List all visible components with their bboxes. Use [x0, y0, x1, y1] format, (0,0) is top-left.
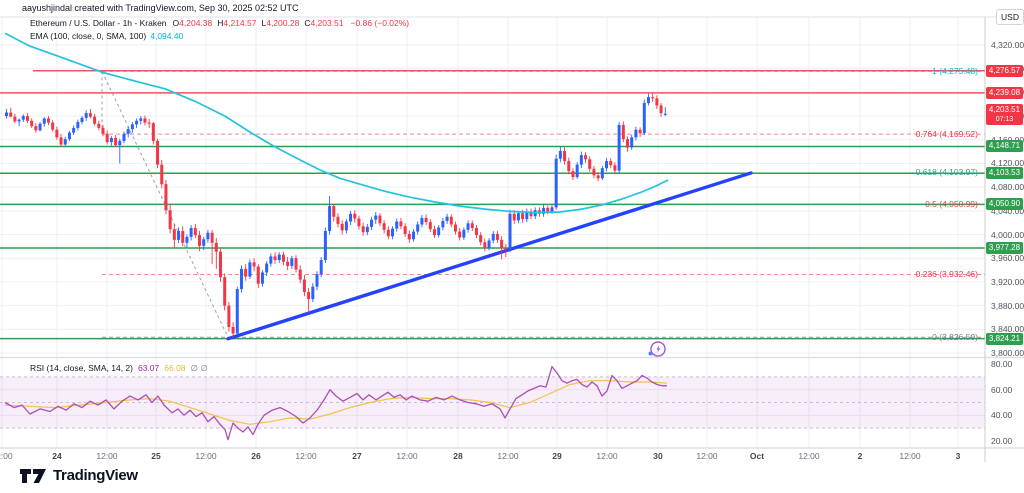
- ohlc-letter: H: [217, 18, 224, 28]
- ohlc-value: 4,214.57: [223, 18, 257, 28]
- time-axis-label[interactable]: 25: [151, 451, 161, 461]
- time-axis-label[interactable]: 12:00: [295, 451, 317, 461]
- price-axis-label: 4,080.00: [991, 182, 1024, 193]
- currency-toggle[interactable]: USD: [996, 9, 1024, 25]
- ohlc-value: 4,204.38: [179, 18, 213, 28]
- price-axis-label: 4,120.00: [991, 158, 1024, 169]
- time-axis-label[interactable]: 12:00: [0, 451, 13, 461]
- rsi-band: [0, 376, 985, 429]
- time-axis-label[interactable]: 29: [552, 451, 562, 461]
- badge-price: 3,824.21: [988, 333, 1021, 343]
- fib-level-label: 0.236 (3,932.46): [915, 269, 978, 280]
- time-axis-label[interactable]: 12:00: [696, 451, 718, 461]
- price-axis-label: 4,320.00: [991, 40, 1024, 50]
- time-axis-label[interactable]: 12:00: [596, 451, 618, 461]
- time-axis-label[interactable]: 12:00: [96, 451, 118, 461]
- ohlc-value: 4,200.28: [266, 18, 300, 28]
- symbol-legend[interactable]: Ethereum / U.S. Dollar - 1h - Kraken O4,2…: [30, 18, 409, 28]
- price-axis-label: 3,960.00: [991, 253, 1024, 264]
- chart-frame: [0, 16, 1024, 462]
- current-price-badge: 4,203.51 07:13: [986, 103, 1023, 125]
- price-axis-label: 3,840.00: [991, 324, 1024, 335]
- rsi-line: [4, 365, 667, 441]
- time-axis-label[interactable]: 24: [52, 451, 62, 461]
- time-axis-label[interactable]: 12:00: [899, 451, 921, 461]
- badge-price: 4,239.08: [988, 87, 1021, 97]
- rsi-empty-values: ∅ ∅: [190, 363, 208, 373]
- price-line-badge: 4,239.08: [986, 86, 1023, 99]
- ema-legend[interactable]: EMA (100, close, 0, SMA, 100) 4,094.40: [30, 31, 183, 41]
- time-axis-label[interactable]: 12:00: [195, 451, 217, 461]
- candles: [5, 92, 667, 338]
- ohlc-letter: L: [261, 18, 267, 28]
- time-axis-label[interactable]: 30: [653, 451, 663, 461]
- time-axis-label[interactable]: 12:00: [798, 451, 820, 461]
- tradingview-logo-text: TradingView: [53, 467, 138, 484]
- attribution-text: aayushjindal created with TradingView.co…: [22, 3, 299, 13]
- price-axis-label: 3,800.00: [991, 348, 1024, 358]
- price-axis-label: 4,000.00: [991, 229, 1024, 240]
- rsi-axis-label: 80.00: [991, 359, 1013, 369]
- ascending-trendline[interactable]: [226, 171, 753, 341]
- symbol-title: Ethereum / U.S. Dollar - 1h - Kraken: [30, 18, 167, 28]
- time-axis-label[interactable]: 26: [251, 451, 261, 461]
- time-axis-label[interactable]: Oct: [749, 451, 765, 461]
- time-axis-label[interactable]: 2: [857, 451, 863, 461]
- rsi-axis-label: 60.00: [991, 384, 1013, 395]
- fib-base-line: [101, 71, 229, 338]
- ema-100-line: [4, 32, 669, 214]
- fib-level-label: 1 (4,275.48): [932, 65, 978, 76]
- price-line-badge: 4,148.71: [986, 140, 1023, 153]
- price-line-badge: 4,050.90: [986, 198, 1023, 211]
- grid-lines: [0, 17, 985, 448]
- badge-price: 4,050.90: [988, 199, 1021, 209]
- bar-countdown: 07:13: [995, 115, 1014, 123]
- rsi-axis-label: 20.00: [991, 435, 1013, 446]
- price-axis-label: 4,160.00: [991, 135, 1024, 145]
- tradingview-logo[interactable]: TradingView: [20, 467, 138, 484]
- badge-price: 4,103.53: [988, 168, 1021, 178]
- price-axis-label: 3,880.00: [991, 300, 1024, 311]
- support-resistance-lines: [0, 69, 985, 340]
- fib-level-label: 0.764 (4,169.52): [915, 128, 978, 139]
- price-line-badge: 3,824.21: [986, 332, 1023, 345]
- fib-level-label: 0.5 (4,050.99): [925, 198, 978, 209]
- ohlc-value: 4,203.51: [310, 18, 344, 28]
- price-axis-label: 3,920.00: [991, 276, 1024, 287]
- fib-level-label: 0.618 (4,103.97): [915, 167, 978, 178]
- price-line-badge: 4,276.57: [986, 64, 1023, 77]
- rsi-label: RSI (14, close, SMA, 14, 2): [30, 363, 133, 373]
- price-line-badge: 4,103.53: [986, 167, 1023, 180]
- lightning-bolt-icon: [648, 341, 666, 357]
- rsi-sma-value: 66.08: [164, 363, 186, 373]
- time-axis-label[interactable]: 3: [955, 451, 961, 461]
- change-value: −0.86 (−0.02%): [350, 18, 410, 28]
- time-axis-label[interactable]: 12:00: [497, 451, 519, 461]
- rsi-legend[interactable]: RSI (14, close, SMA, 14, 2) 63.07 66.08 ∅ ∅: [30, 363, 208, 374]
- badge-price: 3,977.28: [988, 242, 1021, 252]
- time-axis-label[interactable]: 28: [453, 451, 463, 461]
- time-axis-label[interactable]: 12:00: [396, 451, 418, 461]
- price-line-badge: 3,977.28: [986, 241, 1023, 254]
- tradingview-logo-mark: [20, 468, 46, 483]
- badge-price: 4,276.57: [988, 65, 1021, 75]
- flash-emoji-icon[interactable]: [646, 340, 668, 360]
- badge-price: 4,148.71: [988, 141, 1021, 151]
- rsi-value: 63.07: [137, 363, 160, 373]
- price-axis-label: 4,040.00: [991, 205, 1024, 216]
- ohlc-letter: O: [172, 18, 180, 28]
- time-axis-label[interactable]: 27: [352, 451, 362, 461]
- badge-price: 4,203.51: [988, 104, 1021, 114]
- ema-label: EMA (100, close, 0, SMA, 100): [30, 31, 147, 41]
- fib-level-label: 0 (3,826.50): [932, 331, 978, 342]
- ema-value: 4,094.40: [150, 31, 184, 41]
- ohlc-letter: C: [304, 18, 311, 28]
- rsi-axis-label: 40.00: [991, 410, 1013, 421]
- ohlc-values: O4,204.38 H4,214.57 L4,200.28 C4,203.51: [173, 18, 349, 28]
